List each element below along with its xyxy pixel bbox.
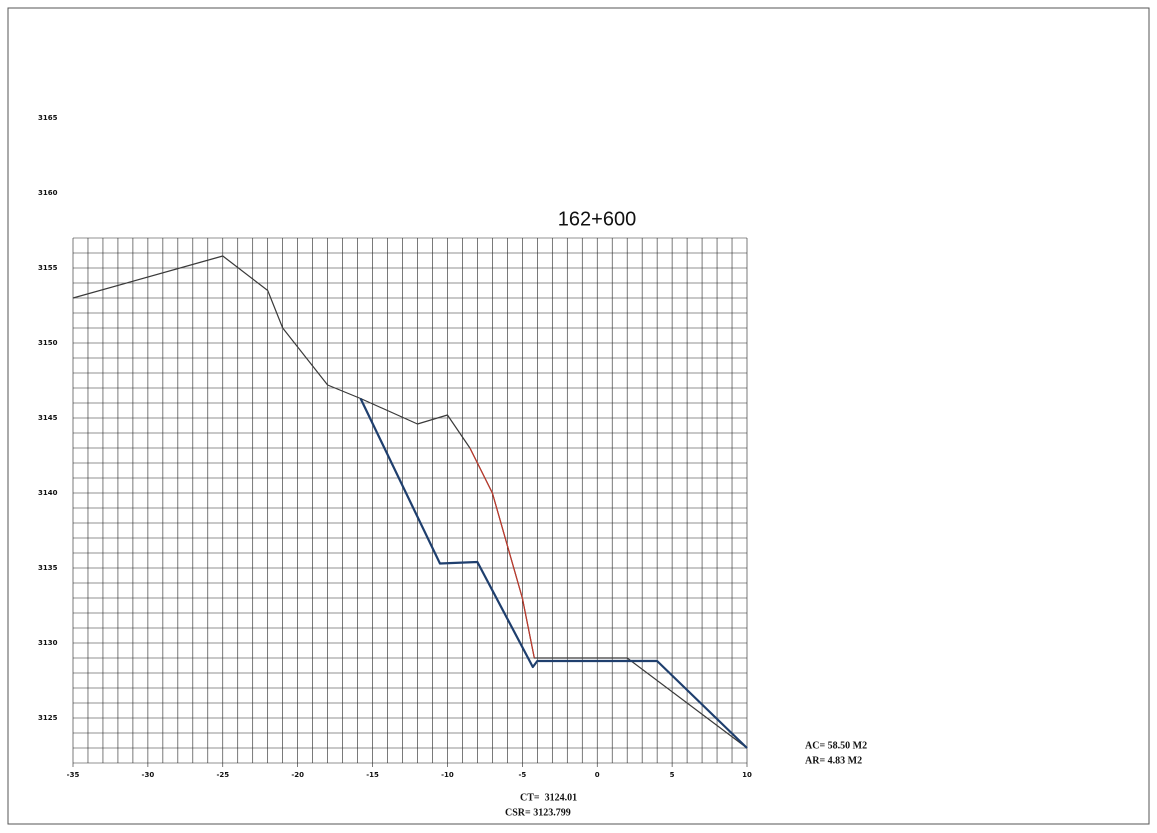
y-tick-label: 3160 [38, 189, 58, 197]
x-tick-label: -15 [366, 771, 379, 779]
y-tick-label: 3135 [38, 564, 58, 572]
x-tick-label: -35 [67, 771, 80, 779]
annotation: AC= 58.50 M2 [805, 740, 867, 751]
y-tick-label: 3140 [38, 489, 58, 497]
y-tick-label: 3150 [38, 339, 58, 347]
annotation: CSR= 3123.799 [505, 807, 571, 818]
line-series [359, 398, 748, 749]
y-tick-label: 3145 [38, 414, 58, 422]
chart-title: 162+600 [558, 208, 636, 230]
x-tick-label: -20 [291, 771, 304, 779]
annotation: CT= 3124.01 [520, 792, 577, 803]
x-tick-label: -30 [142, 771, 155, 779]
y-tick-label: 3130 [38, 639, 58, 647]
x-tick-label: 10 [742, 771, 752, 779]
y-tick-label: 3125 [38, 714, 58, 722]
x-tick-label: -5 [518, 771, 526, 779]
x-tick-label: 0 [595, 771, 600, 779]
frame [7, 7, 1150, 825]
line-series [469, 447, 535, 659]
y-tick-label: 3155 [38, 264, 58, 272]
x-tick-label: -10 [441, 771, 454, 779]
x-tick-label: -25 [216, 771, 229, 779]
annotation: AR= 4.83 M2 [805, 755, 862, 766]
x-tick-label: 5 [670, 771, 675, 779]
y-tick-label: 3165 [38, 114, 58, 122]
